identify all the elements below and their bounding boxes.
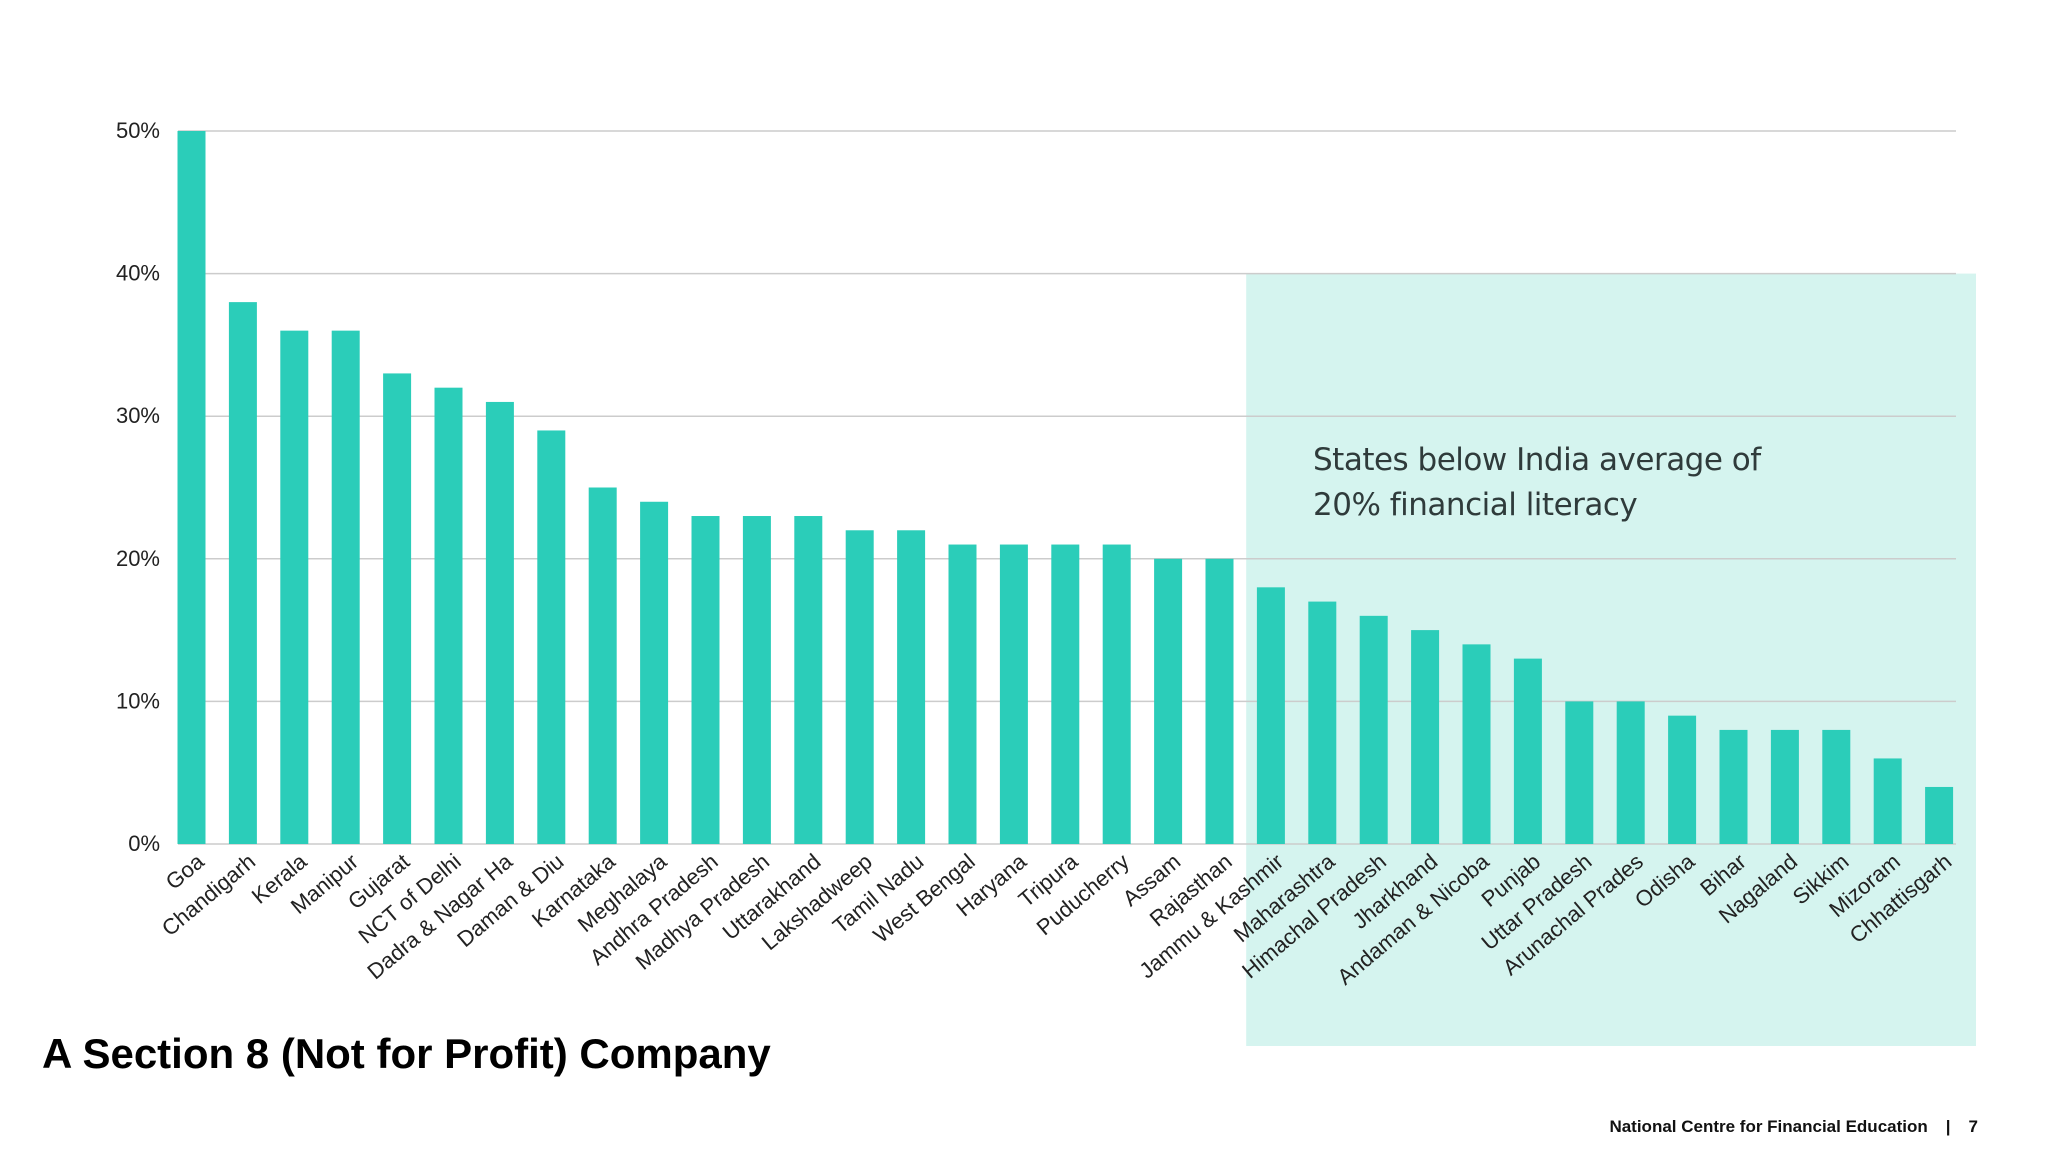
annotation-line-1: States below India average of xyxy=(1313,442,1761,478)
y-tick-label: 20% xyxy=(116,546,160,571)
bar xyxy=(845,530,874,844)
bar xyxy=(691,516,720,844)
bar xyxy=(537,430,566,844)
bar xyxy=(1822,729,1851,844)
bar xyxy=(1513,658,1542,844)
bar xyxy=(897,530,926,844)
footer-separator: | xyxy=(1945,1117,1951,1136)
page-number: 7 xyxy=(1968,1117,1978,1136)
y-tick-label: 50% xyxy=(116,118,160,143)
bar xyxy=(1308,601,1337,844)
bar xyxy=(794,516,823,844)
bar xyxy=(228,302,257,844)
footer: National Centre for Financial Education |… xyxy=(1609,1117,1978,1137)
bar xyxy=(1154,558,1183,844)
annotation-line-2: 20% financial literacy xyxy=(1313,487,1638,523)
x-tick-label: Chandigarh xyxy=(157,849,260,941)
y-tick-label: 30% xyxy=(116,403,160,428)
y-tick-label: 40% xyxy=(116,261,160,286)
bar xyxy=(742,516,771,844)
bar xyxy=(1205,558,1234,844)
bar xyxy=(485,401,514,844)
bar xyxy=(1565,701,1594,844)
bar xyxy=(177,131,206,844)
bar xyxy=(1719,729,1748,844)
bar xyxy=(331,330,360,844)
bar xyxy=(948,544,977,844)
bar xyxy=(588,487,617,844)
bar xyxy=(999,544,1028,844)
bar xyxy=(1873,758,1902,844)
y-tick-label: 10% xyxy=(116,688,160,713)
bar xyxy=(1668,715,1697,844)
bar xyxy=(1925,786,1954,844)
bar xyxy=(1462,644,1491,844)
bar xyxy=(1359,615,1388,844)
y-tick-label: 0% xyxy=(128,831,160,856)
bar xyxy=(434,387,463,844)
bar xyxy=(1770,729,1799,844)
bar xyxy=(1616,701,1645,844)
bar xyxy=(1256,587,1285,844)
bar xyxy=(280,330,309,844)
below-average-annotation: States below India average of 20% financ… xyxy=(1313,438,1761,528)
bar xyxy=(383,373,412,844)
bar xyxy=(1102,544,1131,844)
bar xyxy=(640,501,669,844)
bar xyxy=(1411,630,1440,844)
footer-org: National Centre for Financial Education xyxy=(1609,1117,1928,1136)
bar xyxy=(1051,544,1080,844)
slide-title: A Section 8 (Not for Profit) Company xyxy=(42,1030,771,1077)
